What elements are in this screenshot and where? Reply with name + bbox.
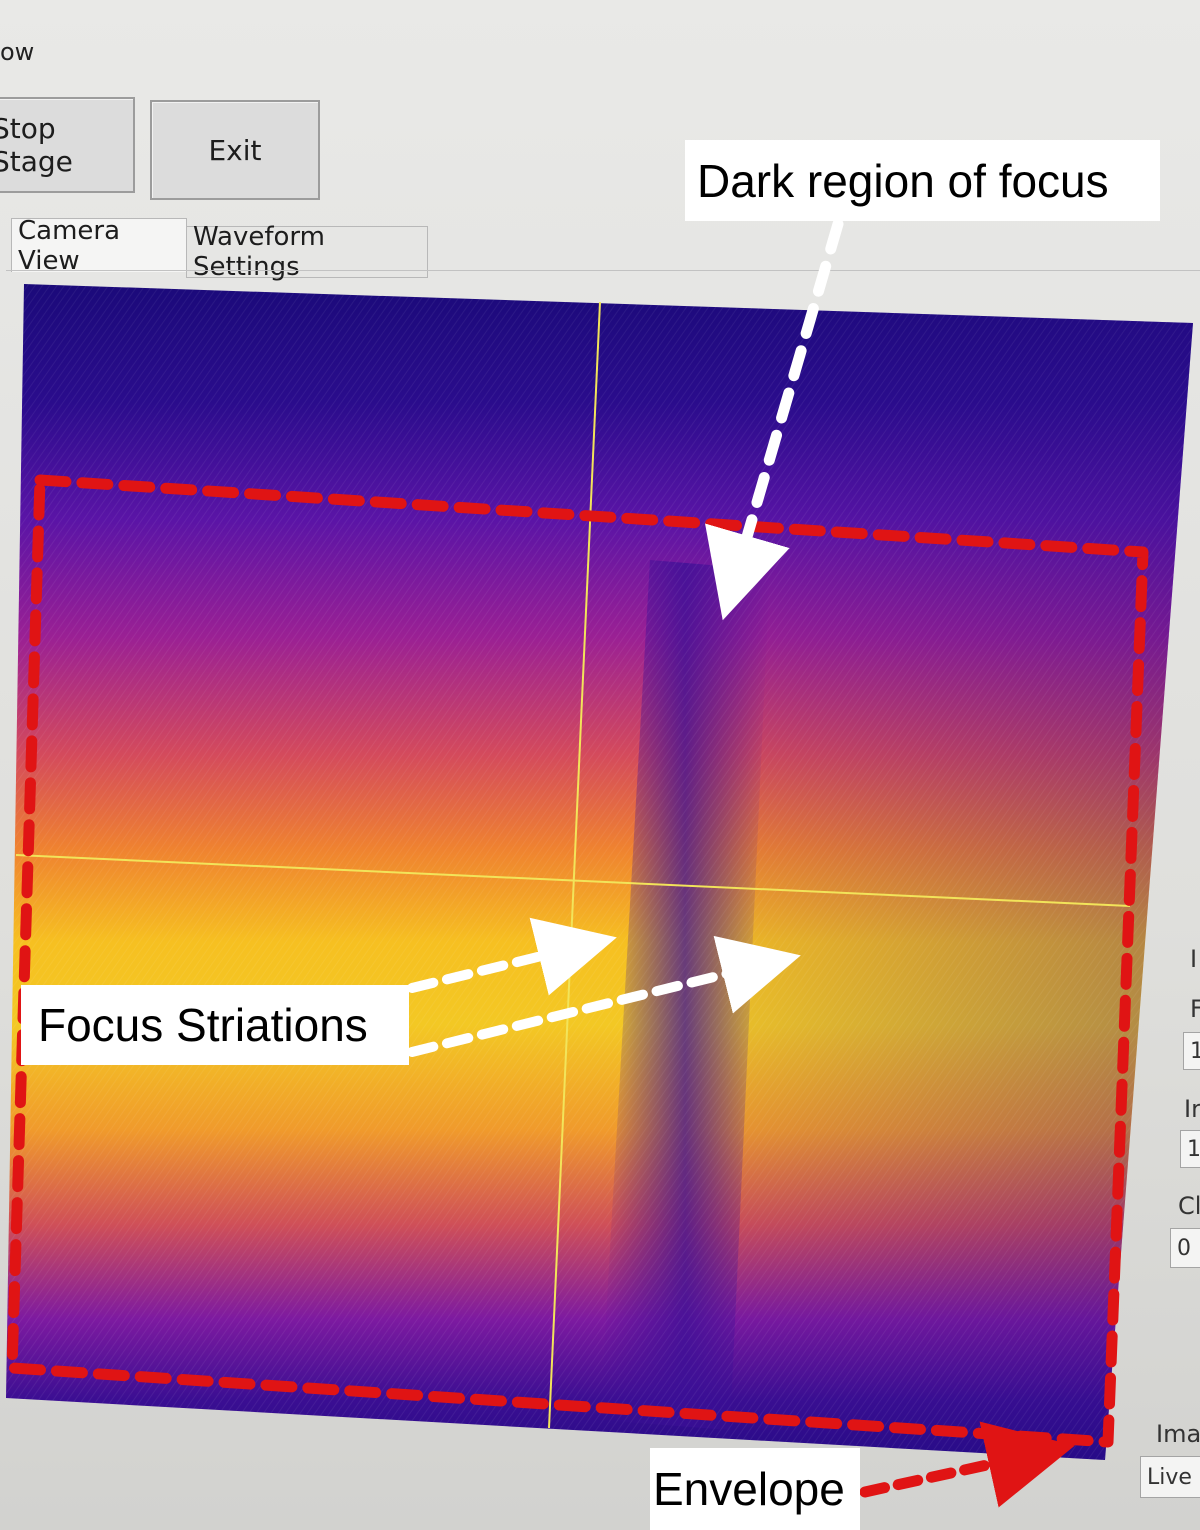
side-label-2: F bbox=[1190, 995, 1200, 1023]
tab-waveform-settings[interactable]: Waveform Settings bbox=[186, 222, 428, 282]
image-mode-select[interactable]: Live bbox=[1140, 1456, 1200, 1498]
striation-arrow-lower bbox=[407, 935, 801, 1057]
tab-panel-frame bbox=[6, 270, 1200, 1471]
callout-envelope: Envelope bbox=[650, 1448, 860, 1530]
crosshair-horizontal bbox=[15, 854, 1131, 907]
side-field-2[interactable]: 1 bbox=[1180, 1130, 1200, 1168]
crosshair-vertical bbox=[548, 301, 601, 1429]
camera-image bbox=[6, 284, 1193, 1460]
exit-button[interactable]: Exit bbox=[150, 100, 320, 200]
striation-texture bbox=[6, 284, 1193, 1460]
side-field-1[interactable]: 1 bbox=[1183, 1032, 1200, 1070]
callout-dark-region: Dark region of focus bbox=[685, 140, 1160, 221]
side-field-3[interactable]: 0 bbox=[1170, 1228, 1200, 1268]
side-label-1: I bbox=[1190, 945, 1198, 973]
envelope-arrow bbox=[859, 1421, 1075, 1508]
striation-arrow-upper bbox=[407, 917, 617, 996]
callout-focus-striations: Focus Striations bbox=[21, 985, 409, 1065]
dark-region-arrow bbox=[705, 218, 844, 621]
side-label-3: Ir bbox=[1184, 1095, 1200, 1123]
stop-stage-button[interactable]: Stop Stage bbox=[0, 97, 135, 193]
side-label-4: Cl bbox=[1178, 1192, 1200, 1220]
image-mode-label: Ima bbox=[1156, 1420, 1200, 1448]
menu-fragment[interactable]: ow bbox=[0, 38, 35, 66]
